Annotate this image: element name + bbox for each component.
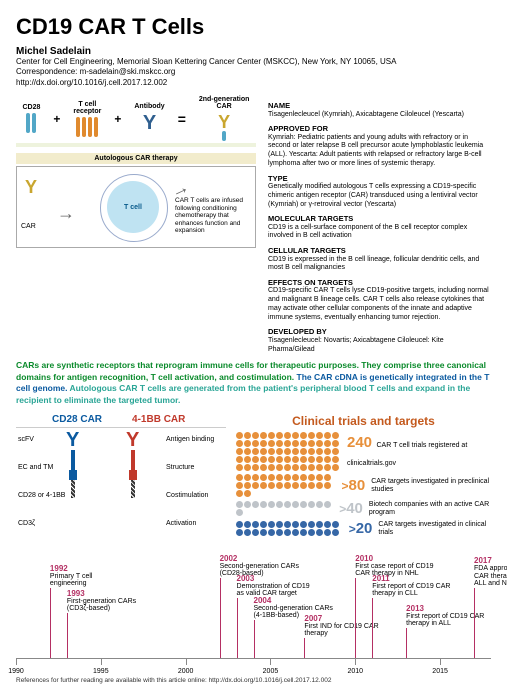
autologous-diagram: Y → T cell → CAR CAR T cells are infused… bbox=[16, 166, 256, 248]
autologous-bar: Autologous CAR therapy bbox=[16, 153, 256, 164]
fact-heading: NAME bbox=[268, 101, 491, 110]
fact-heading: TYPE bbox=[268, 174, 491, 183]
timeline: 1990199520002005201020151992Primary T ce… bbox=[16, 558, 491, 673]
car-icon: Y bbox=[218, 112, 230, 133]
tcr-icon bbox=[76, 117, 98, 137]
car-assembly-diagram: CD28 + T cell receptor + Antibody Y = 2n… bbox=[16, 96, 256, 354]
car-structure-diagram: CD28 CAR4-1BB CAR YYscFVEC and TMCD28 or… bbox=[16, 414, 226, 548]
fact-body: Kymriah: Pediatric patients and young ad… bbox=[268, 134, 491, 169]
fact-body: Tisagenlecleucel: Novartis; Axicabtagene… bbox=[268, 337, 491, 355]
affiliation: Center for Cell Engineering, Memorial Sl… bbox=[16, 57, 491, 88]
fact-heading: APPROVED FOR bbox=[268, 124, 491, 133]
timeline-event: 2017FDA approval of CD19 CAR therapy for… bbox=[474, 556, 507, 658]
fact-heading: EFFECTS ON TARGETS bbox=[268, 278, 491, 287]
fact-heading: DEVELOPED BY bbox=[268, 327, 491, 336]
fact-body: CD19 is expressed in the B cell lineage,… bbox=[268, 256, 491, 274]
timeline-event: 1993First-generation CARs (CD3ζ-based) bbox=[67, 589, 147, 658]
cd28-icon bbox=[26, 113, 30, 133]
fact-body: CD19 is a cell-surface component of the … bbox=[268, 224, 491, 242]
author: Michel Sadelain bbox=[16, 46, 491, 57]
clinical-stats: Clinical trials and targets 240 CAR T ce… bbox=[236, 414, 491, 537]
fact-body: Genetically modified autologous T cells … bbox=[268, 183, 491, 209]
page-title: CD19 CAR T Cells bbox=[16, 14, 491, 40]
facts-panel: NAMETisagenlecleucel (Kymriah), Axicabta… bbox=[268, 96, 491, 354]
summary-text: CARs are synthetic receptors that reprog… bbox=[16, 360, 491, 406]
fact-body: Tisagenlecleucel (Kymriah), Axicabtagene… bbox=[268, 111, 491, 120]
fact-body: CD19-specific CAR T cells lyse CD19-posi… bbox=[268, 287, 491, 322]
footer-refs: References for further reading are avail… bbox=[16, 677, 491, 684]
fact-heading: CELLULAR TARGETS bbox=[268, 246, 491, 255]
antibody-icon: Y bbox=[143, 112, 156, 135]
fact-heading: MOLECULAR TARGETS bbox=[268, 214, 491, 223]
